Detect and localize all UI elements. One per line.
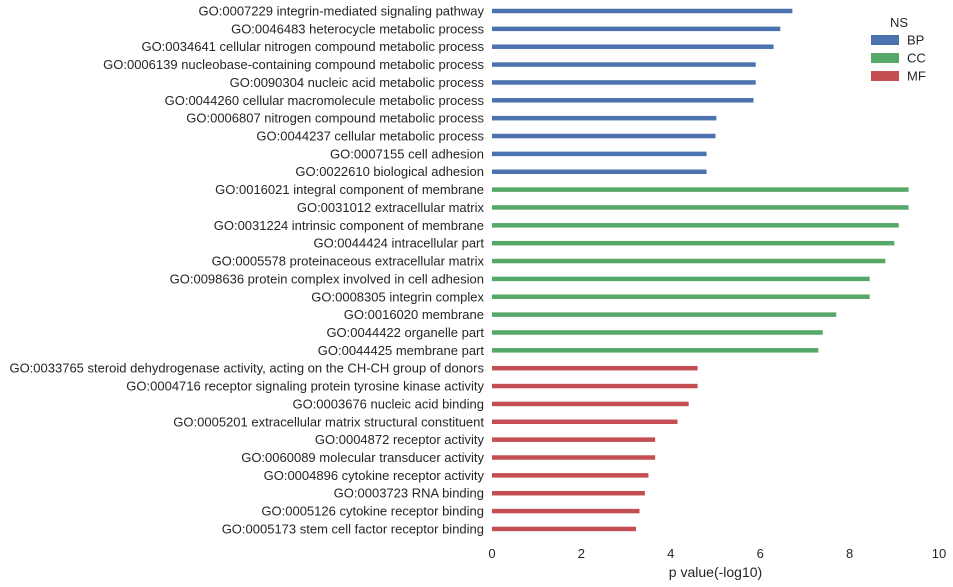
bar — [492, 419, 678, 425]
category-label: GO:0016021 integral component of membran… — [215, 182, 484, 197]
bar — [492, 401, 689, 407]
bar — [492, 526, 636, 532]
bar — [492, 169, 707, 174]
bar — [492, 44, 774, 49]
category-label: GO:0004872 receptor activity — [315, 432, 485, 447]
legend: NS BP CC MF — [871, 15, 926, 84]
x-tick-label: 2 — [578, 546, 585, 561]
legend-item: BP — [871, 33, 924, 48]
x-tick-label: 4 — [667, 546, 674, 561]
legend-swatch — [871, 71, 899, 81]
legend-item: CC — [871, 51, 926, 66]
legend-swatch — [871, 53, 899, 63]
category-label: GO:0007229 integrin-mediated signaling p… — [199, 4, 485, 19]
x-tick-label: 0 — [488, 546, 495, 561]
category-label: GO:0007155 cell adhesion — [330, 146, 484, 161]
bar — [492, 240, 895, 246]
bar — [492, 205, 909, 210]
category-label: GO:0005126 cytokine receptor binding — [261, 504, 484, 519]
category-label: GO:0008305 integrin complex — [311, 289, 484, 304]
bar — [492, 490, 645, 496]
category-label: GO:0046483 heterocycle metabolic process — [231, 21, 484, 36]
category-label: GO:0031224 intrinsic component of membra… — [214, 218, 484, 233]
bar — [492, 330, 823, 335]
category-label: GO:0031012 extracellular matrix — [297, 200, 485, 215]
category-label: GO:0016020 membrane — [344, 307, 484, 322]
category-label: GO:0022610 biological adhesion — [295, 164, 484, 179]
category-label: GO:0098636 protein complex involved in c… — [170, 271, 484, 286]
x-tick-label: 6 — [757, 546, 764, 561]
category-label: GO:0006139 nucleobase-containing compoun… — [103, 57, 484, 72]
category-label: GO:0033765 steroid dehydrogenase activit… — [9, 361, 484, 376]
x-tick-label: 10 — [932, 546, 946, 561]
bar — [492, 348, 819, 353]
category-label: GO:0060089 molecular transducer activity — [241, 450, 484, 465]
bar — [492, 258, 886, 264]
legend-label: CC — [907, 51, 926, 66]
bar — [492, 473, 649, 478]
bar — [492, 26, 781, 32]
bar — [492, 455, 656, 460]
category-label: GO:0003723 RNA binding — [334, 486, 484, 501]
category-label: GO:0044425 membrane part — [318, 343, 485, 358]
x-axis-title: p value(-log10) — [669, 564, 762, 580]
bar — [492, 365, 698, 371]
category-label: GO:0004896 cytokine receptor activity — [264, 468, 485, 483]
bar — [492, 115, 717, 121]
category-label: GO:0005201 extracellular matrix structur… — [173, 414, 484, 429]
legend-item: MF — [871, 69, 926, 84]
bar — [492, 187, 909, 192]
category-label: GO:0005578 proteinaceous extracellular m… — [212, 254, 485, 269]
legend-label: MF — [907, 69, 926, 84]
x-tick-label: 8 — [846, 546, 853, 561]
bar — [492, 223, 899, 228]
category-label: GO:0044237 cellular metabolic process — [256, 129, 484, 144]
category-label: GO:0005173 stem cell factor receptor bin… — [222, 521, 484, 536]
bar — [492, 8, 793, 14]
x-axis-ticks: 0 2 4 6 8 10 — [488, 546, 946, 561]
category-label: GO:0034641 cellular nitrogen compound me… — [141, 39, 484, 54]
legend-items: BP CC MF — [871, 33, 926, 84]
bar — [492, 383, 698, 389]
category-label: GO:0044424 intracellular part — [313, 236, 484, 251]
bars-layer — [492, 8, 909, 532]
bar — [492, 151, 707, 157]
category-label: GO:0006807 nitrogen compound metabolic p… — [186, 111, 484, 126]
bar — [492, 98, 754, 103]
category-label: GO:0044422 organelle part — [326, 325, 484, 340]
category-labels: GO:0007229 integrin-mediated signaling p… — [9, 4, 484, 537]
bar — [492, 133, 716, 139]
bar — [492, 312, 837, 317]
bar — [492, 276, 870, 282]
category-label: GO:0090304 nucleic acid metabolic proces… — [230, 75, 485, 90]
bar — [492, 437, 656, 442]
bar — [492, 80, 756, 85]
legend-label: BP — [907, 33, 924, 48]
bar — [492, 62, 756, 67]
category-label: GO:0003676 nucleic acid binding — [292, 396, 484, 411]
bar — [492, 294, 870, 300]
category-label: GO:0044260 cellular macromolecule metabo… — [165, 93, 485, 108]
legend-title: NS — [890, 15, 908, 30]
legend-swatch — [871, 35, 899, 45]
category-label: GO:0004716 receptor signaling protein ty… — [126, 379, 484, 394]
bar — [492, 508, 640, 514]
